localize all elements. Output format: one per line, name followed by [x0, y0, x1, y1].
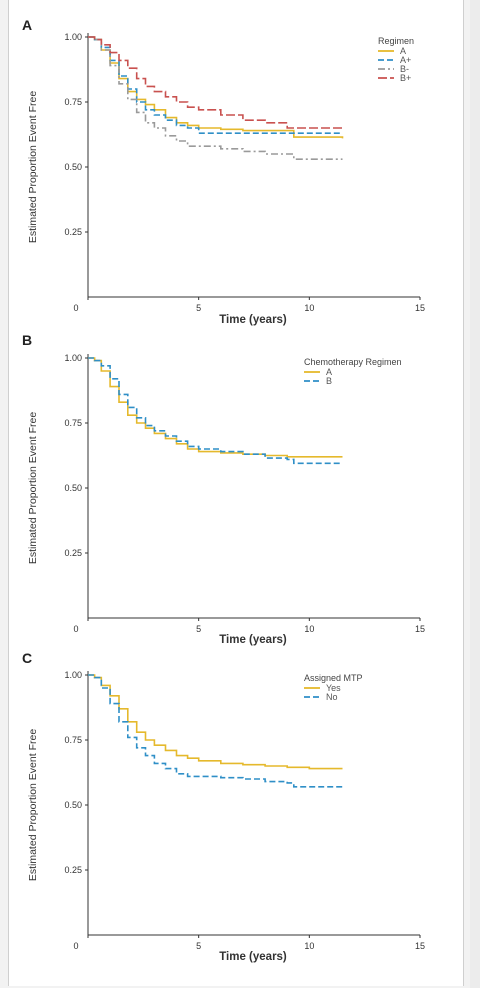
- legend-title-c: Assigned MTP: [304, 673, 363, 683]
- legend-item-label: B-: [400, 64, 409, 74]
- legend-item-label: B+: [400, 73, 411, 83]
- x-tick-label: 15: [415, 303, 425, 313]
- scrollbar-track[interactable]: [470, 0, 480, 988]
- legend-item-label: A: [400, 46, 406, 56]
- x-tick-label: 0: [73, 624, 78, 634]
- series-line-a-2: [88, 36, 343, 160]
- y-tick-label: 0.75: [64, 97, 82, 107]
- y-axis-label-a: Estimated Proportion Event Free: [27, 91, 39, 243]
- legend-item-label: No: [326, 692, 338, 702]
- x-axis-label-b: Time (years): [219, 634, 287, 646]
- y-tick-label: 1.00: [64, 353, 82, 363]
- x-tick-label: 0: [73, 303, 78, 313]
- legend-title-a: Regimen: [378, 36, 414, 46]
- x-tick-label: 0: [73, 941, 78, 951]
- y-axis-label-b: Estimated Proportion Event Free: [27, 412, 39, 564]
- x-axis-label-c: Time (years): [219, 951, 287, 963]
- y-tick-label: 0.25: [64, 548, 82, 558]
- y-tick-label: 0.25: [64, 865, 82, 875]
- y-tick-label: 1.00: [64, 32, 82, 42]
- y-tick-label: 1.00: [64, 670, 82, 680]
- x-tick-label: 15: [415, 624, 425, 634]
- x-tick-label: 10: [304, 624, 314, 634]
- series-line-a-0: [88, 36, 344, 139]
- x-axis-label-a: Time (years): [219, 314, 287, 326]
- y-tick-label: 0.50: [64, 483, 82, 493]
- series-line-b-1: [88, 357, 343, 465]
- y-tick-label: 0.75: [64, 418, 82, 428]
- panel-a: A Estimated Proportion Event Free Time (…: [22, 17, 425, 326]
- x-tick-label: 5: [196, 624, 201, 634]
- y-axis-label-c: Estimated Proportion Event Free: [27, 729, 39, 881]
- legend-item-label: A: [326, 367, 332, 377]
- series-line-b-0: [88, 357, 343, 458]
- x-tick-label: 5: [196, 941, 201, 951]
- legend-title-b: Chemotherapy Regimen: [304, 357, 402, 367]
- panel-c: C Estimated Proportion Event Free Time (…: [22, 650, 425, 963]
- panel-b: B Estimated Proportion Event Free Time (…: [22, 332, 425, 646]
- x-tick-label: 10: [304, 941, 314, 951]
- legend-item-label: Yes: [326, 683, 341, 693]
- x-tick-label: 10: [304, 303, 314, 313]
- x-tick-label: 15: [415, 941, 425, 951]
- series-line-c-1: [88, 674, 343, 788]
- x-tick-label: 5: [196, 303, 201, 313]
- panel-letter-b: B: [22, 332, 32, 348]
- series-line-a-3: [88, 36, 343, 129]
- y-tick-label: 0.25: [64, 227, 82, 237]
- y-tick-label: 0.50: [64, 800, 82, 810]
- panel-letter-a: A: [22, 17, 32, 33]
- legend-item-label: A+: [400, 55, 411, 65]
- y-tick-label: 0.75: [64, 735, 82, 745]
- legend-item-label: B: [326, 376, 332, 386]
- figure-frame: [8, 0, 464, 986]
- series-line-a-1: [88, 36, 343, 134]
- panel-letter-c: C: [22, 650, 32, 666]
- y-tick-label: 0.50: [64, 162, 82, 172]
